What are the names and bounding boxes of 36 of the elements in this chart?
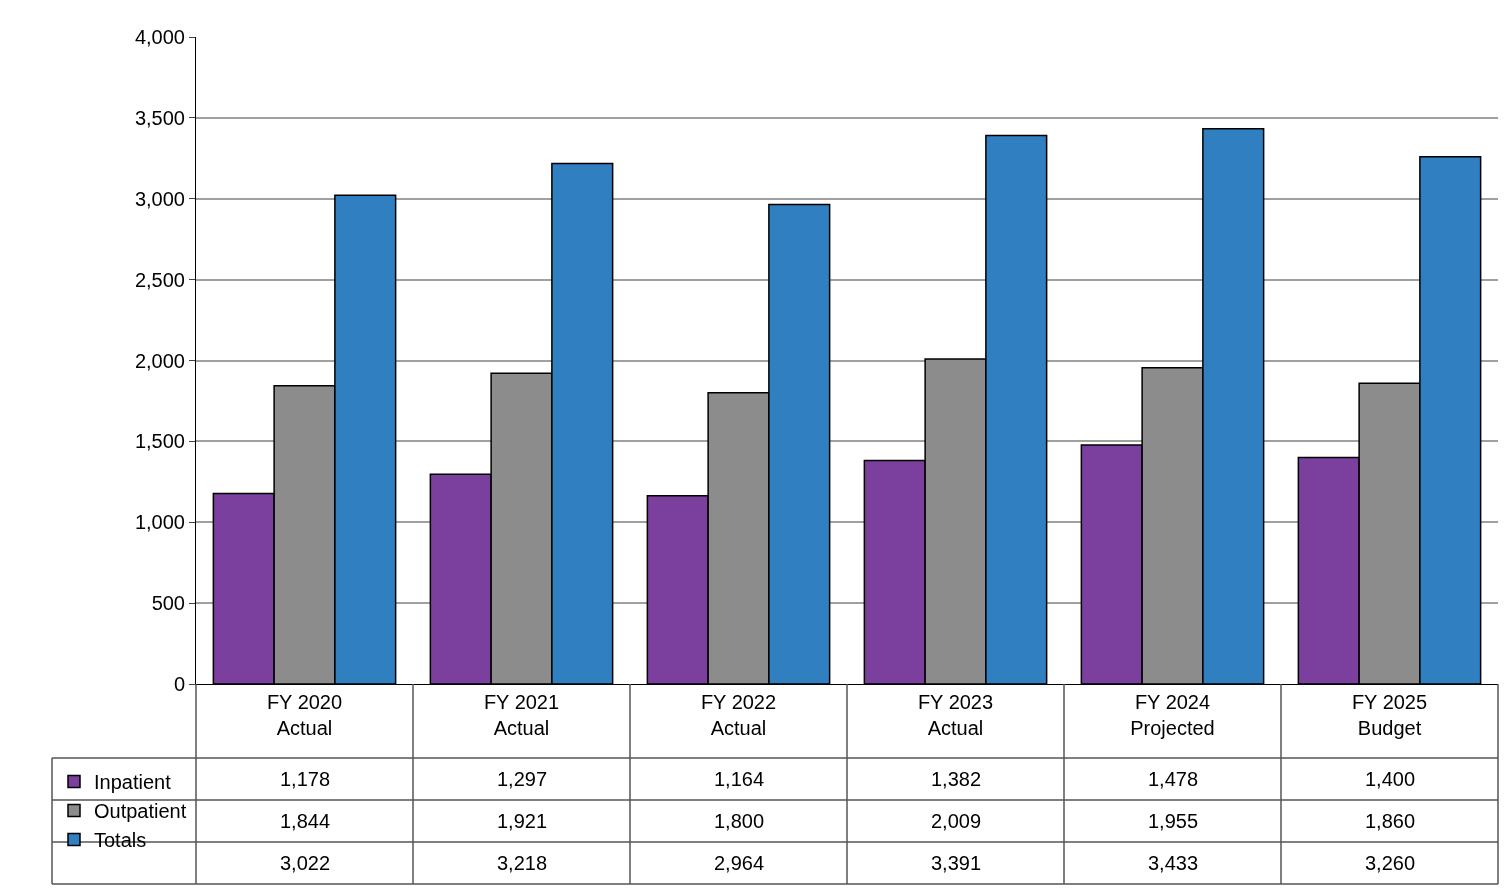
data-label: 3,022	[280, 852, 331, 874]
data-label: 1,400	[1365, 768, 1416, 790]
x-tick-label: FY 2025 Budget	[1351, 691, 1428, 739]
data-label: 1,382	[931, 768, 982, 790]
data-label: 1,860	[1365, 810, 1416, 832]
y-tick-label: 2,000	[134, 349, 185, 372]
data-label: 3,433	[1148, 852, 1199, 874]
x-tick-label: FY 2020 Actual	[266, 691, 343, 739]
data-label: 1,844	[280, 810, 331, 832]
data-label: 1,178	[280, 768, 331, 790]
data-label: 1,478	[1148, 768, 1199, 790]
y-tick-label: 3,000	[134, 187, 185, 210]
y-tick-label: 3,500	[134, 106, 185, 129]
y-tick-label: 1,500	[134, 430, 185, 453]
data-label: 1,921	[497, 810, 548, 832]
data-label: 2,964	[714, 852, 765, 874]
legend-label: Inpatient	[94, 771, 172, 794]
y-tick-label: 500	[151, 592, 185, 615]
x-tick-label: FY 2023 Actual	[917, 691, 994, 739]
data-label: 1,164	[714, 768, 765, 790]
y-tick-label: 2,500	[134, 268, 185, 291]
data-label: 3,391	[931, 852, 982, 874]
data-label: 1,800	[714, 810, 765, 832]
y-tick-label: 0	[173, 673, 185, 695]
data-label: 2,009	[931, 810, 982, 832]
y-tick-label: 1,000	[134, 511, 185, 534]
x-tick-label: FY 2021 Actual	[483, 691, 560, 739]
legend-label: Totals	[94, 829, 147, 852]
data-label: 1,297	[497, 768, 548, 790]
data-label: 1,955	[1148, 810, 1199, 832]
x-tick-label: FY 2024 Projected	[1130, 691, 1215, 739]
x-tick-label: FY 2022 Actual	[700, 691, 777, 739]
data-label: 3,260	[1365, 852, 1416, 874]
data-label: 3,218	[497, 852, 548, 874]
y-tick-label: 4,000	[134, 26, 185, 48]
legend-label: Outpatient	[94, 800, 187, 823]
